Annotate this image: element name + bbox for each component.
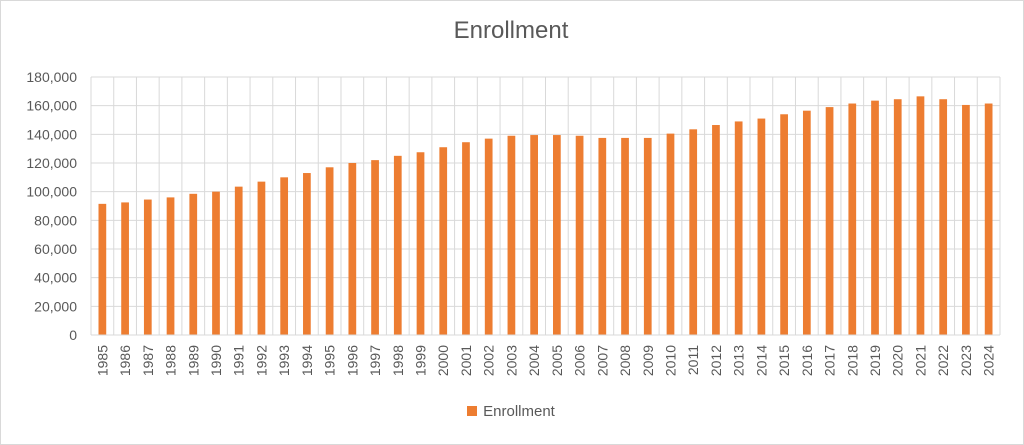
chart-title: Enrollment	[453, 17, 569, 44]
x-tick-label: 1995	[322, 345, 338, 376]
bar-2018	[848, 103, 857, 336]
x-tick-label: 2018	[844, 345, 860, 376]
x-tick-label: 2019	[867, 345, 883, 376]
bar-1990	[212, 191, 220, 335]
bar-2008	[621, 137, 629, 335]
bar-series	[98, 96, 993, 336]
x-tick-label: 2024	[981, 345, 997, 376]
x-tick-label: 2022	[935, 345, 951, 376]
bar-2013	[734, 121, 743, 335]
y-tick-label: 100,000	[26, 184, 77, 200]
bar-2004	[530, 135, 539, 335]
bar-2017	[825, 107, 834, 335]
x-tick-label: 2009	[640, 345, 656, 376]
gridlines	[90, 76, 1001, 336]
bar-2022	[939, 99, 948, 335]
x-tick-label: 2005	[549, 345, 565, 376]
x-tick-label: 1988	[163, 345, 179, 376]
x-tick-label: 2010	[662, 345, 678, 376]
x-tick-label: 1990	[208, 345, 224, 376]
bar-1989	[189, 193, 198, 335]
x-tick-label: 2006	[572, 345, 588, 376]
bar-2014	[757, 118, 766, 335]
bar-2003	[507, 135, 516, 335]
bar-2010	[666, 133, 675, 335]
x-tick-label: 2021	[912, 345, 928, 376]
x-tick-label: 2015	[776, 345, 792, 376]
y-axis: 0 20,000 40,000 60,000 80,000 100,000 120,000 1…	[26, 69, 77, 343]
x-tick-label: 1992	[253, 345, 269, 376]
x-tick-label: 2000	[435, 345, 451, 376]
x-tick-label: 1994	[299, 345, 315, 376]
bar-2011	[689, 129, 698, 335]
bar-2000	[439, 147, 448, 335]
bar-2001	[462, 142, 470, 335]
x-tick-label: 2007	[594, 345, 610, 376]
y-tick-label: 40,000	[34, 270, 77, 286]
x-tick-label: 2016	[799, 345, 815, 376]
bar-2024	[984, 103, 993, 336]
x-tick-label: 1989	[185, 345, 201, 376]
y-tick-label: 160,000	[26, 98, 77, 114]
y-tick-label: 60,000	[34, 241, 77, 257]
bar-2021	[916, 96, 925, 335]
x-tick-label: 2003	[503, 345, 519, 376]
x-tick-label: 1998	[390, 345, 406, 376]
bar-2016	[802, 110, 811, 335]
bar-2009	[643, 137, 652, 335]
x-tick-label: 1993	[276, 345, 292, 376]
x-tick-label: 1985	[94, 345, 110, 376]
x-tick-label: 1991	[231, 345, 247, 376]
x-tick-label: 2014	[753, 345, 769, 376]
x-tick-label: 1999	[413, 345, 429, 376]
bar-1987	[143, 199, 152, 335]
x-tick-label: 1986	[117, 345, 133, 376]
y-tick-label: 120,000	[26, 155, 77, 171]
bar-2012	[712, 125, 720, 336]
bar-1986	[121, 202, 129, 335]
y-tick-label: 140,000	[26, 126, 77, 142]
x-tick-label: 1996	[344, 345, 360, 376]
bar-2015	[780, 114, 788, 336]
legend: Enrollment	[0, 403, 1022, 420]
y-tick-label: 0	[69, 327, 77, 343]
legend-label-enrollment: Enrollment	[483, 403, 555, 420]
x-tick-label: 1997	[367, 345, 383, 376]
y-tick-label: 180,000	[26, 69, 77, 85]
bar-1996	[348, 163, 357, 335]
bar-2005	[552, 135, 561, 335]
bar-2023	[962, 104, 970, 335]
x-tick-label: 2008	[617, 345, 633, 376]
x-tick-label: 1987	[140, 345, 156, 376]
x-tick-label: 2017	[822, 345, 838, 376]
bar-1988	[166, 197, 175, 335]
bar-2006	[575, 135, 584, 335]
bar-2019	[871, 100, 879, 336]
bar-2007	[598, 137, 607, 335]
x-tick-label: 2012	[708, 345, 724, 376]
y-tick-label: 80,000	[34, 212, 77, 228]
x-tick-label: 2002	[481, 345, 497, 376]
x-tick-label: 2004	[526, 345, 542, 376]
bar-1997	[371, 160, 379, 335]
x-tick-label: 2011	[685, 345, 701, 375]
bar-1995	[325, 167, 334, 335]
x-axis: 1985 1986 1987 1988 1989 1990 1991 1992 1993 1994…	[91, 334, 1000, 376]
bar-1993	[280, 177, 289, 335]
bar-1992	[257, 181, 266, 335]
legend-swatch-enrollment	[467, 406, 478, 416]
bar-2002	[484, 138, 493, 335]
bar-1994	[303, 173, 311, 335]
bar-1999	[416, 152, 425, 335]
bar-2020	[893, 99, 902, 335]
bar-1998	[393, 155, 402, 335]
y-tick-label: 20,000	[34, 298, 77, 314]
bar-1991	[234, 186, 243, 335]
x-tick-label: 2020	[890, 345, 906, 376]
x-tick-label: 2023	[958, 345, 974, 376]
x-tick-label: 2013	[731, 345, 747, 376]
x-tick-label: 2001	[458, 345, 474, 376]
bar-1985	[98, 203, 107, 335]
